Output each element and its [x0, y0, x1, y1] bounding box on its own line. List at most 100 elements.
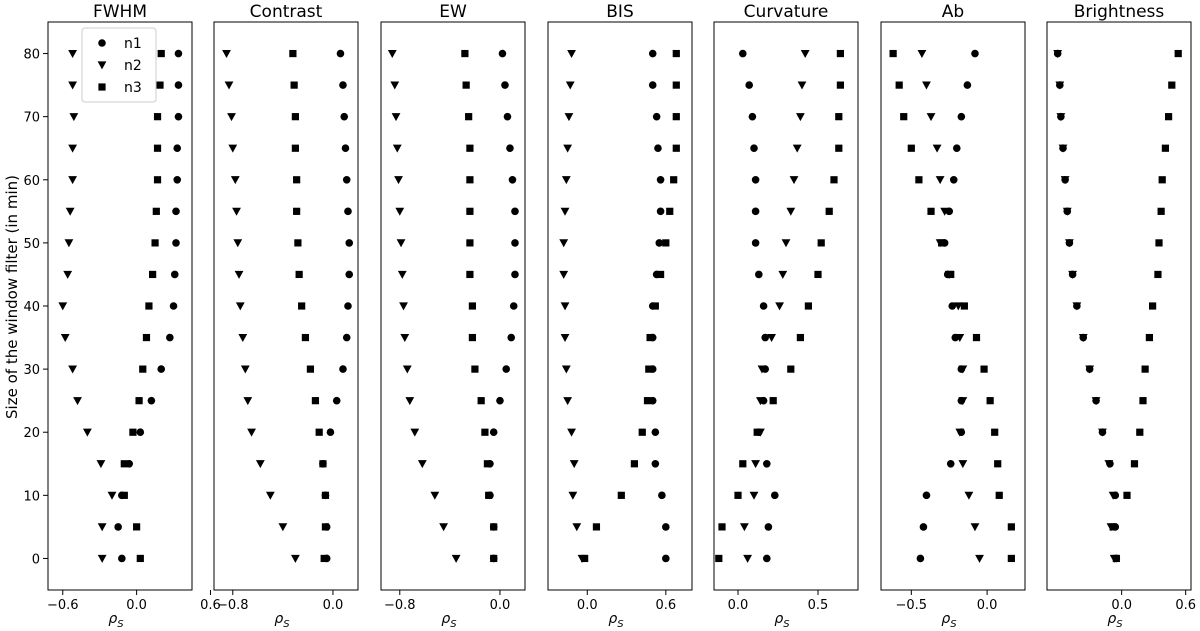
point-n2: [935, 176, 945, 185]
panel-frame: [380, 21, 526, 591]
point-n2: [73, 397, 82, 406]
x-tick-label: −0.8: [384, 598, 416, 613]
point-n3: [825, 207, 833, 215]
point-n3: [291, 113, 299, 121]
point-n3: [466, 270, 474, 279]
point-n3: [157, 49, 165, 58]
point-n2: [395, 207, 405, 216]
point-n3: [1109, 523, 1117, 531]
y-tick-label: 60: [23, 174, 40, 189]
point-n3: [672, 49, 680, 58]
point-n1: [507, 333, 516, 342]
point-n2: [392, 144, 402, 153]
point-n3: [1168, 81, 1176, 89]
x-axis-label-subscript: S: [117, 619, 124, 630]
point-n3: [835, 144, 843, 152]
point-n2: [58, 302, 68, 311]
point-n3: [461, 49, 469, 58]
x-axis-label: ρS: [1107, 611, 1123, 630]
panel-frame: [1046, 21, 1192, 591]
point-n3: [895, 81, 903, 89]
x-tick-label: 0.0: [1111, 598, 1132, 613]
point-n2: [792, 144, 802, 153]
point-n2: [278, 523, 288, 532]
panel-ab: Ab −0.5 0.0 ρS: [880, 2, 1026, 630]
point-n3: [814, 270, 822, 279]
legend-marker-n3: [98, 83, 106, 91]
point-n3: [293, 207, 301, 215]
point-n3: [466, 207, 474, 215]
point-n3: [836, 49, 844, 58]
point-n3: [994, 460, 1002, 468]
x-tick-label: 0.0: [490, 598, 511, 613]
point-n3: [900, 113, 908, 121]
point-n1: [170, 270, 179, 279]
point-n1: [326, 428, 335, 437]
point-n3: [836, 81, 844, 89]
legend-label: n2: [124, 58, 142, 74]
point-n2: [1098, 428, 1107, 437]
point-n1: [344, 302, 352, 310]
point-n1: [174, 112, 183, 121]
point-n3: [672, 113, 680, 121]
point-n1: [136, 428, 145, 437]
point-n2: [222, 49, 231, 58]
point-n1: [174, 49, 183, 58]
point-n2: [940, 207, 950, 216]
point-n2: [922, 81, 931, 90]
point-n2: [563, 144, 573, 153]
point-n2: [563, 397, 573, 406]
point-n3: [804, 302, 812, 310]
point-n3: [466, 239, 474, 247]
point-n2: [82, 428, 92, 437]
point-n2: [958, 365, 968, 374]
panel-title: Brightness: [1074, 2, 1165, 22]
point-n3: [1145, 333, 1153, 342]
panel-ew: EW −0.8 0.0 ρS: [380, 2, 526, 630]
panel-bis: BIS 0.0 0.6 ρS: [547, 2, 693, 630]
point-n2: [394, 176, 403, 185]
point-n1: [342, 175, 351, 184]
legend-label: n3: [124, 80, 142, 96]
point-n2: [561, 176, 571, 185]
point-n3: [986, 397, 994, 405]
point-n2: [402, 365, 412, 374]
point-n3: [938, 239, 946, 247]
point-n2: [96, 460, 106, 469]
point-n1: [157, 365, 166, 373]
point-n2: [1072, 302, 1082, 311]
point-n2: [97, 523, 107, 532]
x-axis-label-subscript: S: [617, 619, 624, 630]
point-n3: [947, 270, 955, 279]
point-n1: [750, 144, 758, 153]
point-n1: [656, 207, 665, 216]
panel-fwhm: FWHM −0.6 0.0 0.6 ρS 0 10 20 30 40 50 60 70 80 n1 n2 n3: [23, 2, 220, 630]
point-n3: [306, 365, 315, 373]
point-n3: [734, 491, 742, 499]
x-axis-label: ρS: [274, 611, 290, 630]
x-axis-label: ρS: [774, 611, 790, 630]
point-n2: [1062, 207, 1072, 216]
point-n3: [490, 554, 498, 563]
point-n3: [1136, 428, 1144, 436]
point-n2: [1068, 270, 1077, 279]
point-n3: [152, 207, 160, 215]
y-tick-label: 10: [23, 489, 40, 504]
point-n3: [638, 428, 646, 436]
point-n3: [995, 491, 1003, 499]
point-n1: [751, 239, 760, 247]
panel-title: FWHM: [93, 2, 147, 22]
point-n2: [800, 49, 810, 58]
point-n3: [466, 144, 474, 152]
point-n3: [315, 428, 323, 436]
point-n3: [643, 397, 652, 405]
point-n2: [970, 523, 980, 532]
point-n2: [567, 49, 576, 58]
point-n2: [565, 81, 575, 90]
x-axis-label-subscript: S: [783, 619, 790, 630]
point-n3: [817, 239, 825, 247]
point-n1: [971, 49, 979, 58]
point-n1: [511, 270, 519, 279]
point-n3: [466, 176, 474, 184]
